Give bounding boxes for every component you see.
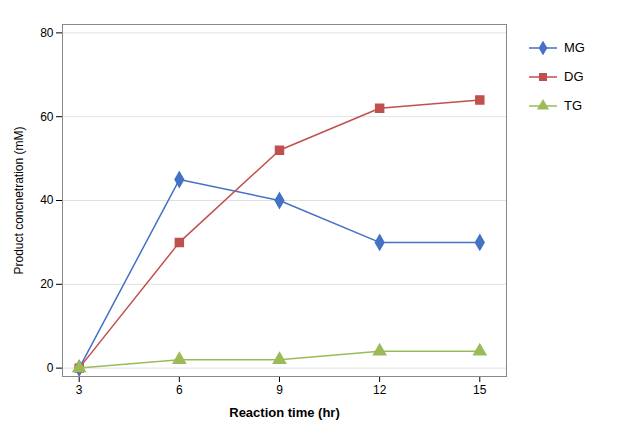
svg-text:3: 3 xyxy=(76,383,83,397)
svg-text:20: 20 xyxy=(40,277,54,291)
svg-text:60: 60 xyxy=(40,110,54,124)
svg-text:Reaction time (hr): Reaction time (hr) xyxy=(229,405,340,420)
svg-text:40: 40 xyxy=(40,193,54,207)
svg-text:6: 6 xyxy=(176,383,183,397)
html-text:MG: MG xyxy=(564,40,585,55)
svg-text:12: 12 xyxy=(373,383,387,397)
svg-text:Product concnetration (mM): Product concnetration (mM) xyxy=(12,126,26,274)
svg-text:9: 9 xyxy=(276,383,283,397)
html-text:TG: TG xyxy=(564,98,583,113)
svg-text:0: 0 xyxy=(47,361,54,375)
svg-text:15: 15 xyxy=(473,383,487,397)
html-text:DG: DG xyxy=(564,69,584,84)
svg-text:80: 80 xyxy=(40,26,54,40)
